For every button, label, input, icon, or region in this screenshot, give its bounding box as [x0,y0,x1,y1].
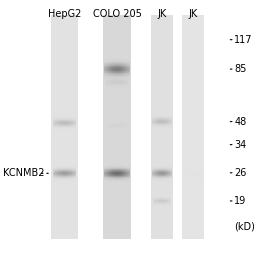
Text: KCNMB2: KCNMB2 [3,168,44,178]
Text: 26: 26 [234,168,246,178]
Bar [51,15,78,239]
Text: 48: 48 [234,116,246,127]
Bar [182,15,205,239]
Text: 117: 117 [234,35,252,45]
Text: 85: 85 [234,64,246,74]
Text: JK: JK [189,9,198,19]
Bar [103,15,131,239]
Text: JK: JK [157,9,166,19]
Text: 19: 19 [234,196,246,206]
Text: HepG2: HepG2 [48,9,81,19]
Text: 34: 34 [234,140,246,150]
Text: (kD): (kD) [234,221,255,232]
Bar [150,15,173,239]
Text: COLO 205: COLO 205 [93,9,141,19]
